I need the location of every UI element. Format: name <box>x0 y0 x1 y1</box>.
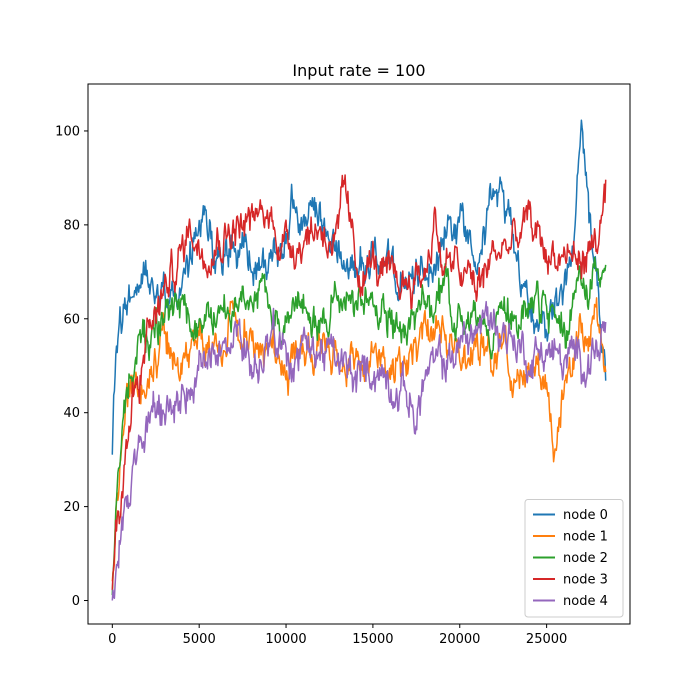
x-tick-label: 15000 <box>352 632 393 647</box>
axes-frame <box>87 83 631 625</box>
x-tick-label: 20000 <box>439 632 480 647</box>
x-tick-label: 10000 <box>265 632 306 647</box>
y-tick-label: 80 <box>63 218 80 233</box>
legend: node 0 node 1 node 2 node 3 node 4 <box>524 499 624 618</box>
series-line-node-3 <box>111 174 607 591</box>
y-tick-label: 100 <box>55 124 80 139</box>
legend-label: node 1 <box>563 530 608 545</box>
chart-title: Input rate = 100 <box>292 61 425 80</box>
series-line-node-4 <box>111 300 607 601</box>
x-axis: 0 5000 10000 15000 20000 25000 <box>108 624 567 647</box>
legend-label: node 3 <box>563 573 608 588</box>
series-layer <box>111 119 607 601</box>
x-tick-label: 25000 <box>526 632 567 647</box>
series-line-node-2 <box>111 256 607 596</box>
legend-label: node 0 <box>563 508 608 523</box>
y-tick-label: 40 <box>63 406 80 421</box>
legend-label: node 4 <box>563 594 608 609</box>
y-tick-label: 20 <box>63 500 80 515</box>
y-tick-label: 0 <box>72 594 80 609</box>
y-axis: 0 20 40 60 80 100 <box>55 124 88 609</box>
y-tick-label: 60 <box>63 312 80 327</box>
series-line-node-0 <box>111 119 607 455</box>
plot-area: 0 5000 10000 15000 20000 25000 0 20 40 60 80 100 <box>55 83 631 647</box>
x-tick-label: 0 <box>108 632 116 647</box>
x-tick-label: 5000 <box>183 632 216 647</box>
legend-label: node 2 <box>563 551 608 566</box>
legend-frame <box>524 499 624 618</box>
